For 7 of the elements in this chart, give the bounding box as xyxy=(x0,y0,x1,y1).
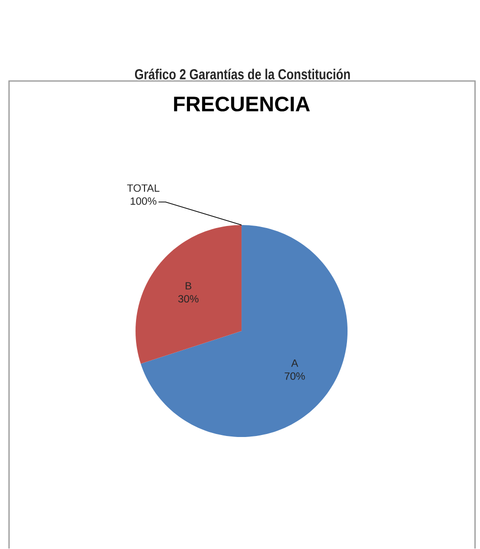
chart-subtitle: FRECUENCIA xyxy=(174,96,310,112)
data-label: 70% xyxy=(284,372,306,380)
slice-label: A xyxy=(291,359,298,367)
slice-label: B xyxy=(186,282,192,290)
text: TOTAL 100% xyxy=(127,184,160,205)
data-label: 30% xyxy=(178,295,199,303)
chart-title: Gráfico 2 Garantías de la Constitución xyxy=(135,68,350,80)
